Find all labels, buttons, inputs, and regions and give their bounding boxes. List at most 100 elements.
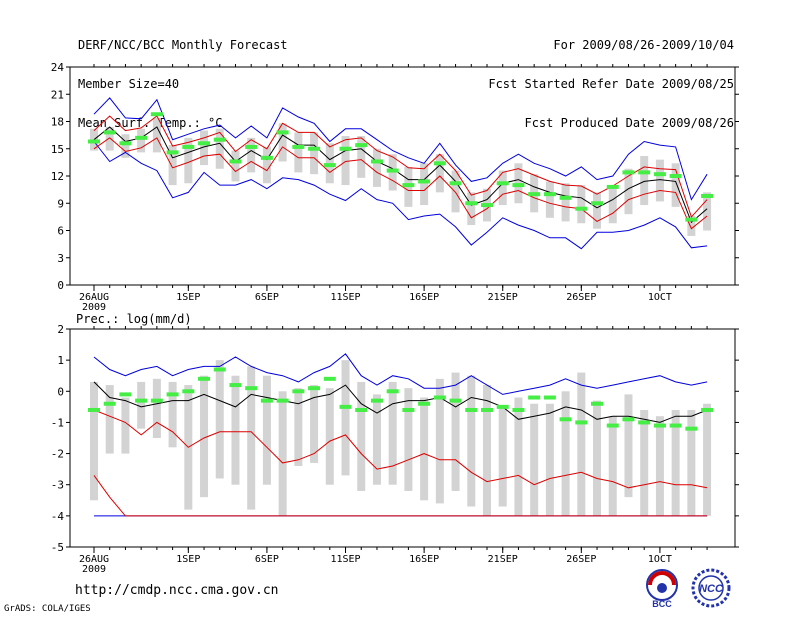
x-tick-label: 26AUG [79, 554, 109, 565]
box [325, 388, 334, 485]
median-marker [355, 143, 368, 148]
header-member-size: Member Size=40 [78, 77, 180, 91]
median-marker [669, 423, 682, 428]
y-tick-label: 1 [57, 354, 64, 367]
box [530, 403, 539, 516]
median-marker [653, 172, 666, 177]
box [137, 128, 146, 153]
median-marker [575, 420, 588, 425]
median-marker [323, 163, 336, 168]
median-marker [512, 183, 525, 188]
median-marker [512, 407, 525, 412]
bcc-logo: BCC [646, 569, 678, 608]
box [168, 145, 177, 186]
footer-url[interactable]: http://cmdp.ncc.cma.gov.cn [75, 583, 279, 598]
x-tick-label: 1SEP [176, 292, 200, 303]
box [388, 381, 397, 485]
median-marker [402, 407, 415, 412]
median-marker [465, 407, 478, 412]
median-marker [260, 155, 273, 160]
header-produced-date: Fcst Produced Date 2009/08/26 [524, 116, 734, 130]
median-marker [370, 159, 383, 164]
box [655, 159, 664, 202]
box [105, 385, 114, 454]
box [121, 134, 130, 158]
median-marker [229, 383, 242, 388]
box [435, 378, 444, 504]
header-variable: Mean Surf. Temp.: °C [78, 116, 223, 130]
header-left: DERF/NCC/BCC Monthly Forecast Member Siz… [78, 13, 288, 143]
box [561, 183, 570, 222]
median-marker [245, 144, 258, 149]
series-line-std_upper_red [93, 409, 708, 489]
median-marker [245, 386, 258, 391]
y-tick-label: 15 [51, 143, 64, 156]
median-marker [386, 389, 399, 394]
series-line-min [93, 141, 708, 250]
box [687, 215, 696, 236]
y-tick-label: 12 [51, 170, 64, 183]
median-marker [103, 401, 116, 406]
median-marker [685, 426, 698, 431]
box [90, 381, 98, 501]
median-marker [182, 144, 195, 149]
box [624, 168, 633, 215]
median-marker [276, 398, 289, 403]
x-tick-label: 1OCT [648, 554, 672, 565]
box [671, 409, 680, 516]
box [372, 394, 381, 485]
series-line-mean [93, 381, 708, 423]
median-marker [606, 184, 619, 189]
median-marker [103, 130, 116, 135]
median-marker [575, 206, 588, 211]
box [451, 170, 460, 213]
box [310, 132, 319, 175]
x-tick-label: 1SEP [176, 554, 200, 565]
median-marker [213, 367, 226, 372]
box [247, 137, 256, 173]
median-marker [481, 407, 493, 412]
box [137, 381, 146, 429]
median-marker [135, 135, 148, 140]
median-marker [308, 386, 321, 391]
median-marker [418, 401, 431, 406]
x-tick-label: 6SEP [255, 554, 279, 565]
x-tick-label: 6SEP [255, 292, 279, 303]
box [262, 146, 271, 184]
median-marker [276, 130, 289, 135]
box [608, 185, 617, 224]
median-marker [638, 170, 651, 175]
median-marker [182, 389, 195, 394]
box [640, 409, 649, 516]
median-marker [213, 137, 226, 142]
y-tick-label: 21 [51, 88, 64, 101]
box [561, 391, 570, 516]
box [357, 136, 366, 178]
median-marker [528, 192, 541, 197]
box [577, 185, 586, 224]
plot-frame [69, 328, 736, 548]
box [420, 397, 429, 501]
box [498, 170, 507, 206]
box [593, 400, 602, 516]
box [655, 416, 664, 516]
median-marker [292, 389, 305, 394]
median-marker [481, 203, 493, 208]
box [467, 192, 476, 226]
box [152, 117, 161, 153]
median-marker [653, 423, 666, 428]
median-marker [418, 179, 431, 184]
y-tick-label: 24 [51, 61, 65, 74]
y-tick-label: 2 [57, 323, 64, 336]
median-marker [465, 201, 478, 206]
box [200, 130, 209, 166]
box [341, 360, 350, 476]
median-marker [591, 401, 604, 406]
y-tick-label: -1 [51, 416, 64, 429]
median-marker [559, 195, 572, 200]
y-tick-label: 0 [57, 279, 64, 292]
x-tick-sublabel: 2009 [82, 564, 106, 575]
median-marker [402, 183, 415, 188]
